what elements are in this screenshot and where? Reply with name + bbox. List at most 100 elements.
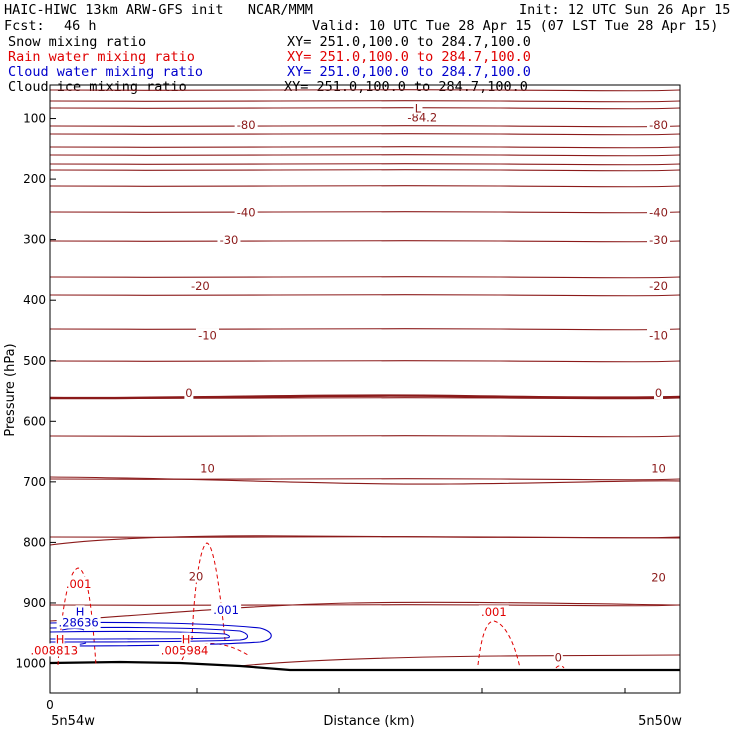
temperature-contour-label-bg <box>650 461 667 475</box>
isotherm-line <box>49 125 681 128</box>
plot-frame <box>49 84 681 694</box>
x-tick-label-0: 0 <box>46 698 54 712</box>
temperature-contour-label-bg <box>647 232 671 246</box>
temperature-contour-label: -80 <box>237 118 256 132</box>
isotherm-line <box>49 154 681 157</box>
forecast-hours: 46 h <box>64 18 97 34</box>
rain-contour <box>555 665 565 669</box>
temperature-contour-label: L <box>415 101 422 115</box>
isotherm-line <box>49 107 681 110</box>
isotherm-line <box>49 476 681 485</box>
temperature-contour-label: 0 <box>185 386 192 400</box>
init-time: Init: 12 UTC Sun 26 Apr 15 <box>519 2 731 18</box>
temperature-contour-label: 10 <box>651 462 666 476</box>
field-snow-name: Snow mixing ratio <box>8 34 147 50</box>
field-cloudwater-name: Cloud water mixing ratio <box>8 64 204 80</box>
rain-contour-label: .008813 <box>31 643 79 657</box>
y-axis-title: Pressure (hPa) <box>3 343 18 436</box>
cloud-water-contour <box>49 630 231 640</box>
temperature-contour-label: -30 <box>649 233 668 247</box>
isotherm-line <box>49 169 681 172</box>
isotherm-line <box>49 163 681 166</box>
y-tick-label: 200 <box>23 172 46 186</box>
y-tick-label: 800 <box>23 535 46 549</box>
valid-time: Valid: 10 UTC Tue 28 Apr 15 (07 LST Tue … <box>312 18 719 34</box>
rain-contour-label: .001 <box>66 577 92 591</box>
isotherm-line <box>49 185 681 188</box>
isotherm-line <box>49 146 681 149</box>
isotherm-line <box>49 601 681 622</box>
y-tick-label: 400 <box>23 293 46 307</box>
temperature-contour-label: -20 <box>649 279 668 293</box>
temperature-contour-label-bg <box>196 328 219 342</box>
temperature-contour-label-bg <box>654 386 664 400</box>
cloud-water-contour-label: H <box>76 605 85 619</box>
rain-contour-label: .005984 <box>161 643 209 657</box>
temperature-contour-label: -40 <box>237 206 256 220</box>
temperature-contour-label: -80 <box>649 118 668 132</box>
temperature-contour-label-bg <box>647 328 671 342</box>
x-end-label-left: 5n54w <box>51 714 95 729</box>
rain-contour-label: .001 <box>481 605 507 619</box>
y-tick-label: 100 <box>23 112 46 126</box>
temperature-contour-label-bg <box>188 278 212 292</box>
temperature-contour-label: -10 <box>649 329 668 343</box>
isotherm-line <box>49 100 681 103</box>
isotherm-line <box>49 435 681 438</box>
rain-contour-label-bg <box>478 605 509 619</box>
rain-contour-label: H <box>56 632 65 646</box>
temperature-contour-label-bg <box>647 205 671 219</box>
rain-contour-label-bg <box>55 632 65 646</box>
temperature-contour-label: 20 <box>189 570 204 584</box>
cloud-water-contour-label: .001 <box>213 603 239 617</box>
field-cloudice-xy: XY= 251.0,100.0 to 284.7,100.0 <box>284 79 528 95</box>
temperature-contour-label-bg <box>650 570 667 584</box>
temperature-contour-label-bg <box>234 205 258 219</box>
cloud-water-contour-label: .28636 <box>59 616 99 630</box>
cloud-water-contour <box>49 621 272 647</box>
temperature-contour-label-bg <box>553 650 563 664</box>
field-rain-name: Rain water mixing ratio <box>8 49 195 65</box>
isotherm-line <box>239 654 681 667</box>
temperature-contour-label: -40 <box>649 206 668 220</box>
y-axis: 100 200 300 400 500 600 700 800 900 1000 <box>15 112 56 671</box>
rain-contour-label-bg <box>159 643 211 657</box>
temperature-contour-label: -10 <box>198 329 217 343</box>
isotherm-line <box>49 276 681 279</box>
isotherm-line <box>49 240 681 243</box>
forecast-label: Fcst: <box>4 18 45 34</box>
isotherm-line <box>49 535 681 546</box>
rain-contour-label-bg <box>63 576 94 590</box>
field-snow-xy: XY= 251.0,100.0 to 284.7,100.0 <box>287 34 531 50</box>
temperature-contour-label-bg <box>413 101 423 115</box>
isotherm-line <box>49 211 681 214</box>
isotherm-line <box>49 294 681 297</box>
y-tick-label: 900 <box>23 596 46 610</box>
temperature-contour-label: 0 <box>655 386 662 400</box>
y-tick-label: 600 <box>23 414 46 428</box>
temperature-contour-label-bg <box>217 232 241 246</box>
isotherm-line <box>49 360 681 363</box>
rain-contour-label: H <box>182 632 191 646</box>
rain-contour <box>477 620 521 669</box>
temperature-contour-label-bg <box>234 117 258 131</box>
x-end-label-right: 5n50w <box>638 714 682 729</box>
chart-title: HAIC-HIWC 13km ARW-GFS init NCAR/MMM <box>4 2 313 18</box>
field-rain-xy: XY= 251.0,100.0 to 284.7,100.0 <box>287 49 531 65</box>
temperature-contour-label-bg <box>647 278 671 292</box>
temperature-contour-label: 20 <box>651 571 666 585</box>
field-cloudwater-xy: XY= 251.0,100.0 to 284.7,100.0 <box>287 64 531 80</box>
isotherm-line <box>49 133 681 136</box>
rain-contour-label-bg <box>181 632 191 646</box>
cloud-water-contour-label-bg <box>56 615 101 629</box>
isotherm-line <box>49 604 681 607</box>
isotherm-line <box>49 328 681 331</box>
temperature-contour-label-bg <box>403 110 441 124</box>
y-tick-label: 500 <box>23 354 46 368</box>
y-tick-label: 700 <box>23 475 46 489</box>
y-tick-label: 300 <box>23 233 46 247</box>
temperature-contour-label-bg <box>199 461 216 475</box>
x-axis-title: Distance (km) <box>323 714 414 729</box>
isotherm-zero-line <box>49 394 681 400</box>
